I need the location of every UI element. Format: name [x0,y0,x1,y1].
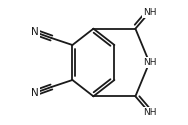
Text: NH: NH [143,108,156,117]
Text: N: N [31,88,39,98]
Text: N: N [31,27,39,37]
Text: NH: NH [143,8,156,17]
Text: NH: NH [143,58,156,67]
